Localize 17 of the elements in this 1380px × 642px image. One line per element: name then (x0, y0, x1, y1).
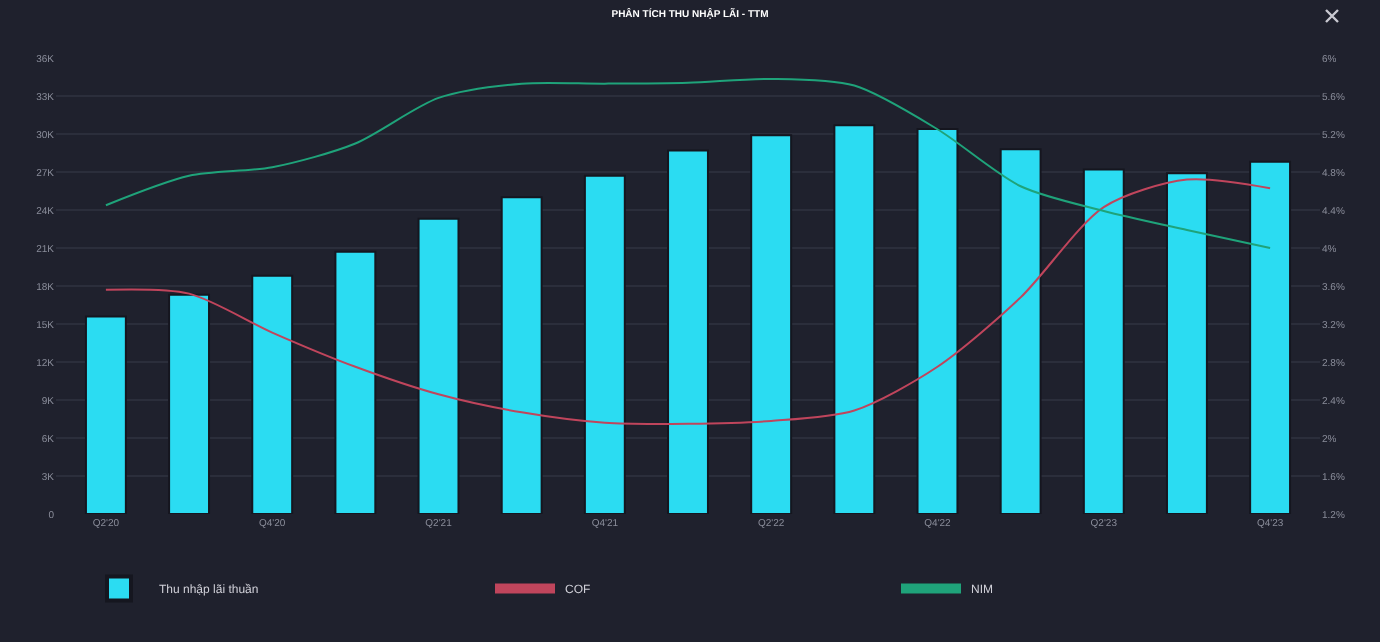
bar (84, 315, 127, 514)
bar (750, 134, 793, 514)
bar (500, 196, 543, 514)
line-series (104, 77, 1272, 249)
bar (1165, 172, 1208, 514)
bar (251, 274, 294, 514)
bar (168, 293, 211, 514)
bar (667, 149, 709, 514)
bar (417, 217, 460, 514)
line-series (104, 178, 1272, 425)
bar (583, 174, 626, 514)
bar (833, 124, 876, 514)
bar (1082, 168, 1125, 514)
bar (1249, 160, 1292, 514)
bar (334, 250, 377, 514)
bar (999, 148, 1042, 514)
bar (916, 127, 959, 514)
